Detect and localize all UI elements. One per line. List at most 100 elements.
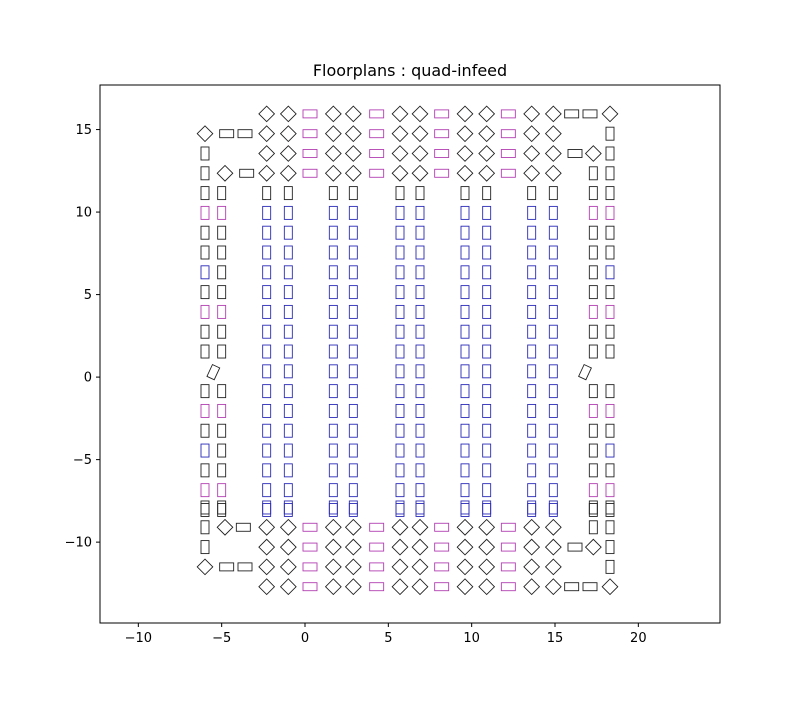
rack-marker-273	[395, 463, 405, 478]
rack-marker-119	[328, 245, 338, 260]
rack-marker-365	[302, 562, 318, 572]
rack-marker-204	[395, 364, 405, 379]
rack-marker-20	[237, 129, 253, 139]
rack-marker-134	[348, 265, 358, 280]
rack-marker-272	[348, 463, 358, 478]
rack-marker-133	[328, 265, 338, 280]
rack-marker-271	[328, 463, 338, 478]
rack-marker-155	[588, 285, 598, 300]
rack-marker-368	[369, 562, 385, 572]
rack-marker-9	[434, 109, 450, 119]
rack-marker-69	[523, 164, 541, 182]
rack-marker-36	[200, 146, 210, 161]
rack-marker-101	[200, 225, 210, 240]
rack-marker-135	[395, 265, 405, 280]
rack-marker-187	[262, 344, 272, 359]
rack-marker-366	[324, 558, 342, 576]
rack-marker-79	[395, 186, 405, 201]
rack-marker-189	[328, 344, 338, 359]
rack-marker-45	[434, 149, 450, 158]
rack-marker-212	[217, 384, 227, 399]
rack-marker-246	[415, 423, 425, 438]
rack-marker-86	[605, 186, 615, 201]
rack-marker-193	[460, 344, 470, 359]
rack-marker-7	[391, 105, 409, 123]
rack-marker-68	[500, 168, 516, 178]
rack-marker-347	[344, 538, 362, 556]
rack-marker-266	[605, 443, 615, 458]
rack-marker-390	[523, 578, 541, 596]
rack-marker-162	[348, 304, 358, 319]
rack-marker-218	[415, 384, 425, 399]
rack-marker-182	[548, 324, 558, 339]
rack-marker-384	[391, 578, 409, 596]
rack-marker-380	[302, 582, 318, 592]
rack-marker-121	[395, 245, 405, 260]
rack-marker-309	[200, 500, 210, 515]
rack-marker-25	[344, 125, 362, 143]
rack-marker-80	[415, 186, 425, 201]
rack-marker-381	[324, 578, 342, 596]
rack-marker-138	[482, 265, 492, 280]
rack-marker-387	[456, 578, 474, 596]
x-axis: −10 −5 0 5 10 15 20	[125, 623, 647, 646]
rack-marker-50	[544, 145, 562, 162]
rack-marker-81	[460, 186, 470, 201]
rack-marker-88	[217, 205, 227, 220]
rack-marker-153	[527, 285, 537, 300]
rack-marker-238	[605, 403, 615, 418]
y-tick-label: −10	[65, 536, 92, 551]
rack-marker-333	[411, 518, 429, 536]
rack-marker-177	[395, 324, 405, 339]
rack-marker-325	[235, 522, 251, 532]
rack-marker-229	[328, 403, 338, 418]
rack-marker-98	[548, 205, 558, 220]
rack-marker-217	[395, 384, 405, 399]
rack-marker-196	[548, 344, 558, 359]
rack-marker-90	[283, 205, 293, 220]
rack-marker-239	[200, 423, 210, 438]
rack-marker-247	[460, 423, 470, 438]
rack-marker-373	[478, 558, 496, 576]
rack-marker-330	[344, 518, 362, 536]
rack-marker-252	[605, 423, 615, 438]
rack-marker-67	[478, 164, 496, 182]
rack-marker-208	[527, 364, 537, 379]
rack-marker-190	[348, 344, 358, 359]
rack-marker-161	[328, 304, 338, 319]
rack-marker-181	[527, 324, 537, 339]
rack-marker-352	[456, 538, 474, 556]
rack-marker-175	[328, 324, 338, 339]
rack-marker-29	[434, 129, 450, 139]
rack-marker-251	[588, 423, 598, 438]
rack-marker-363	[258, 558, 276, 576]
rack-marker-130	[217, 265, 227, 280]
rack-marker-195	[527, 344, 537, 359]
rack-marker-84	[548, 186, 558, 201]
rack-marker-16	[582, 109, 598, 119]
rack-marker-394	[601, 578, 619, 596]
rack-marker-264	[548, 443, 558, 458]
rack-marker-151	[460, 285, 470, 300]
rack-marker-311	[262, 500, 272, 515]
rack-marker-52	[584, 145, 602, 162]
rack-marker-324	[216, 518, 234, 536]
rack-marker-85	[588, 186, 598, 201]
rack-marker-329	[324, 518, 342, 536]
rack-marker-191	[395, 344, 405, 359]
rack-marker-146	[283, 285, 293, 300]
rack-marker-379	[279, 578, 297, 596]
rack-marker-60	[324, 164, 342, 182]
rack-marker-12	[500, 109, 516, 119]
rack-marker-129	[200, 265, 210, 280]
rack-marker-345	[302, 542, 318, 552]
rack-marker-332	[391, 518, 409, 536]
rack-marker-221	[527, 384, 537, 399]
rack-marker-391	[544, 578, 562, 596]
rack-marker-125	[527, 245, 537, 260]
rack-marker-92	[348, 205, 358, 220]
rack-marker-289	[460, 483, 470, 498]
rack-marker-378	[258, 578, 276, 596]
rack-marker-77	[328, 186, 338, 201]
